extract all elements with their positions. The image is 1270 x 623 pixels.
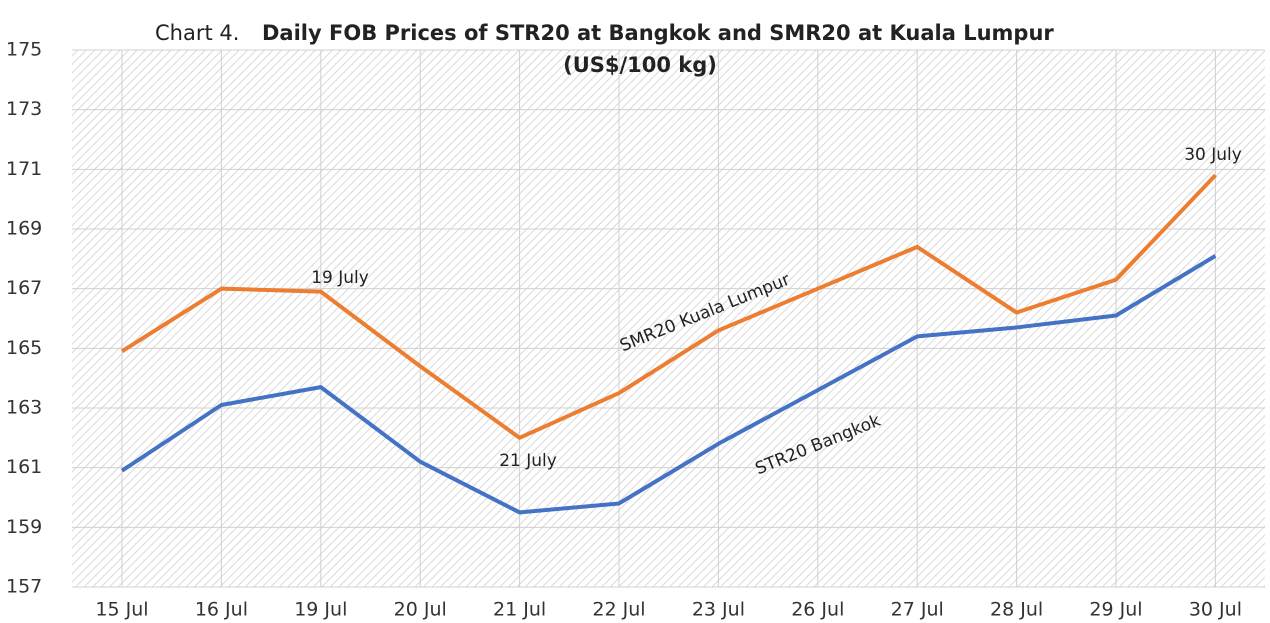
- y-tick-label: 175: [6, 39, 42, 61]
- y-tick-label: 169: [6, 218, 42, 240]
- annotation: 19 July: [311, 268, 369, 288]
- y-tick-label: 163: [6, 397, 42, 419]
- y-tick-label: 167: [6, 277, 42, 299]
- x-tick-label: 22 Jul: [592, 599, 645, 621]
- y-tick-label: 165: [6, 337, 42, 359]
- series-line: [120, 173, 1217, 440]
- chart-title: Daily FOB Prices of STR20 at Bangkok and…: [262, 21, 1054, 45]
- x-tick-label: 23 Jul: [692, 599, 745, 621]
- annotation: 21 July: [499, 451, 557, 471]
- y-tick-label: 173: [6, 98, 42, 120]
- chart-subtitle: (US$/100 kg): [563, 53, 717, 77]
- y-tick-label: 171: [6, 158, 42, 180]
- annotation: 30 July: [1184, 145, 1242, 165]
- x-tick-label: 26 Jul: [791, 599, 844, 621]
- chart-title-label: Chart 4.: [155, 21, 239, 45]
- x-tick-label: 20 Jul: [394, 599, 447, 621]
- plot-area: [72, 50, 1265, 587]
- x-tick-label: 16 Jul: [195, 599, 248, 621]
- x-tick-label: 19 Jul: [294, 599, 347, 621]
- x-tick-label: 29 Jul: [1089, 599, 1142, 621]
- y-tick-label: 157: [6, 576, 42, 598]
- y-tick-label: 161: [6, 456, 42, 478]
- marks: [120, 173, 1217, 515]
- series-line: [120, 254, 1217, 515]
- x-tick-label: 21 Jul: [493, 599, 546, 621]
- x-tick-label: 27 Jul: [891, 599, 944, 621]
- x-tick-label: 15 Jul: [95, 599, 148, 621]
- y-tick-label: 159: [6, 516, 42, 538]
- x-tick-label: 28 Jul: [990, 599, 1043, 621]
- grid: [72, 49, 1265, 588]
- x-tick-label: 30 Jul: [1189, 599, 1242, 621]
